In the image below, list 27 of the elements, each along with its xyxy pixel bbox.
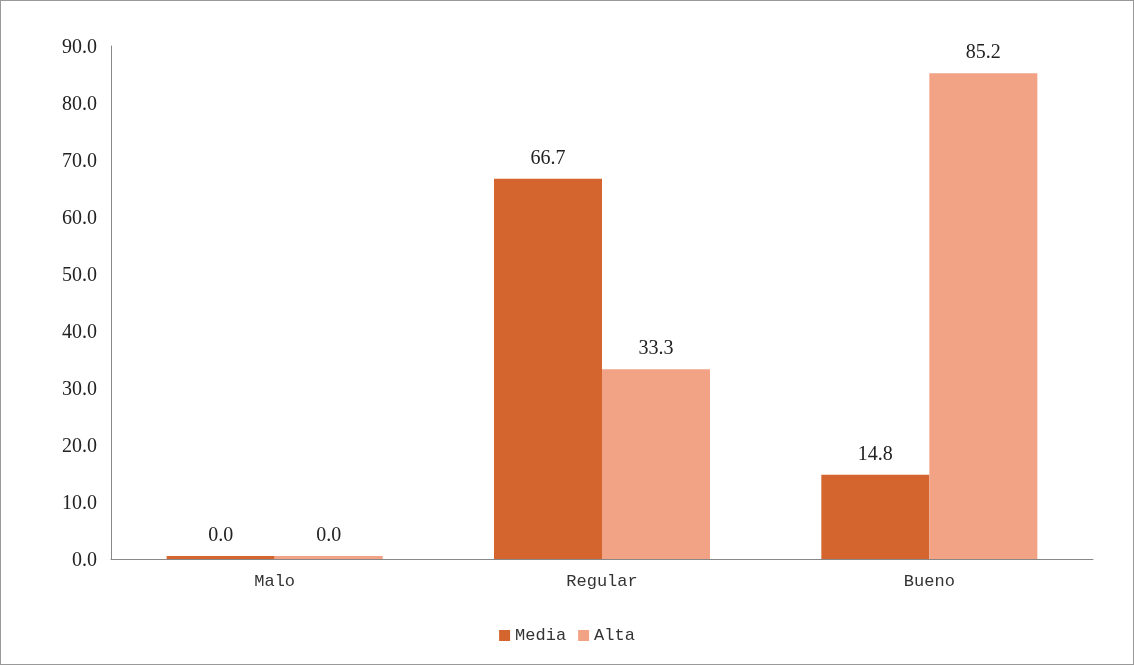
bar [821, 474, 930, 559]
x-tick-label: Malo [254, 572, 296, 591]
y-tick-label: 0.0 [72, 548, 97, 570]
legend-label: Media [515, 626, 567, 645]
legend-label: Alta [594, 626, 635, 645]
data-label: 14.8 [857, 441, 893, 464]
data-label: 33.3 [638, 336, 674, 359]
y-tick-label: 10.0 [62, 491, 97, 513]
data-label: 0.0 [316, 523, 342, 545]
y-tick-label: 70.0 [62, 149, 97, 171]
y-tick-label: 30.0 [62, 377, 97, 399]
y-tick-label: 50.0 [62, 263, 97, 285]
y-tick-label: 20.0 [62, 434, 97, 456]
bar [602, 369, 711, 559]
y-tick-label: 80.0 [62, 92, 97, 114]
bar [274, 556, 383, 559]
data-label: 85.2 [965, 40, 1001, 63]
bar [493, 178, 602, 559]
x-tick-label: Regular [566, 572, 638, 591]
y-tick-label: 90.0 [62, 35, 97, 57]
data-label: 66.7 [530, 145, 566, 168]
data-label: 0.0 [208, 523, 234, 545]
bar [929, 73, 1038, 559]
x-tick-label: Bueno [903, 572, 955, 591]
bar [166, 556, 275, 559]
y-tick-label: 60.0 [62, 206, 97, 228]
y-tick-label: 40.0 [62, 320, 97, 342]
